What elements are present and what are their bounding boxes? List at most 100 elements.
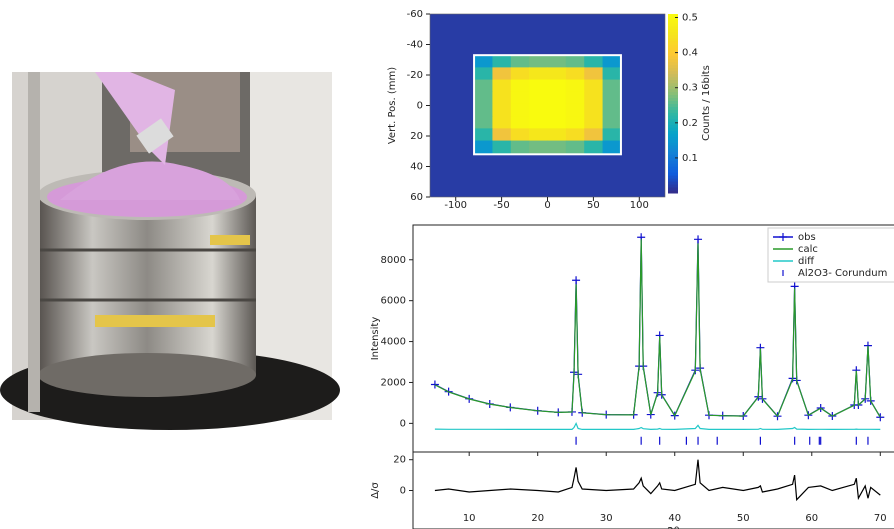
y-axis-label: Intensity xyxy=(370,317,381,361)
colorbar-segment xyxy=(668,142,678,146)
colorbar-segment xyxy=(668,190,678,194)
colorbar-segment xyxy=(668,148,678,152)
heatmap-cell xyxy=(584,116,604,129)
x-tick-label: 0 xyxy=(544,200,550,211)
colorbar-tick-label: 0.2 xyxy=(682,118,698,129)
colorbar-segment xyxy=(668,130,678,134)
heatmap-cell xyxy=(510,91,530,105)
colorbar-segment xyxy=(668,31,678,36)
colorbar-segment xyxy=(668,121,678,125)
colorbar-segment xyxy=(668,22,678,27)
legend-label: obs xyxy=(798,232,816,243)
colorbar-segment xyxy=(668,136,678,140)
x-tick-label: 50 xyxy=(587,200,600,211)
colorbar-segment xyxy=(668,76,678,81)
colorbar-segment xyxy=(668,94,678,99)
y-tick-label: 8000 xyxy=(381,255,406,266)
heatmap-cell xyxy=(602,91,622,105)
colorbar-segment xyxy=(668,97,678,102)
colorbar-segment xyxy=(668,118,678,122)
heatmap-cell xyxy=(584,128,604,142)
x-tick-label: 50 xyxy=(737,513,750,524)
heatmap-cell xyxy=(584,67,604,81)
heatmap-cell xyxy=(584,103,604,117)
colorbar-segment xyxy=(668,172,678,176)
colorbar-segment xyxy=(668,145,678,149)
colorbar-tick-label: 0.3 xyxy=(682,83,698,94)
heatmap-cell xyxy=(474,128,493,142)
colorbar-segment xyxy=(668,64,678,69)
colorbar-segment xyxy=(668,67,678,72)
point-marker xyxy=(694,235,703,244)
legend-label: diff xyxy=(798,256,815,267)
colorbar-segment xyxy=(668,103,678,107)
colorbar-segment xyxy=(668,34,678,39)
region-box xyxy=(473,54,622,156)
heatmap-cell xyxy=(584,55,604,68)
colorbar-segment xyxy=(668,40,678,45)
colorbar-segment xyxy=(668,16,678,21)
y-tick-label: 20 xyxy=(410,131,423,142)
heatmap-cell xyxy=(529,67,548,81)
y-tick-label: 6000 xyxy=(381,296,406,307)
heatmap-cell xyxy=(547,79,567,93)
colorbar-segment xyxy=(668,82,678,87)
x-tick-label: 30 xyxy=(600,513,613,524)
y-tick-label: 2000 xyxy=(381,377,406,388)
y-tick-label: 20 xyxy=(393,455,406,466)
heatmap-cell xyxy=(565,116,585,129)
colorbar-segment xyxy=(668,100,678,104)
colorbar-segment xyxy=(668,25,678,30)
colorbar-tick-label: 0.5 xyxy=(682,13,698,24)
colorbar-segment xyxy=(668,14,678,18)
heatmap-cell xyxy=(602,116,622,129)
legend-label: calc xyxy=(798,244,818,255)
y-tick-label: -60 xyxy=(407,9,423,20)
heatmap-cell xyxy=(474,79,493,93)
x-axis-label: 2θ xyxy=(667,526,679,529)
colorbar-segment xyxy=(668,166,678,170)
heatmap-cell xyxy=(492,79,512,93)
heatmap-cell xyxy=(547,55,567,68)
x-tick-label: 60 xyxy=(805,513,818,524)
heatmap-cell xyxy=(547,116,567,129)
heatmap-cell xyxy=(510,67,530,81)
y-tick-label: -40 xyxy=(407,40,423,51)
colorbar-tick-label: 0.1 xyxy=(682,153,698,164)
colorbar-segment xyxy=(668,70,678,75)
heatmap-cell xyxy=(565,103,585,117)
y-tick-label: 40 xyxy=(410,162,423,173)
heatmap-cell xyxy=(529,128,548,142)
colorbar-segment xyxy=(668,37,678,42)
colorbar-segment xyxy=(668,181,678,185)
y-axis-label: Vert. Pos. (mm) xyxy=(387,67,398,144)
heatmap-cell xyxy=(565,140,585,155)
colorbar-segment xyxy=(668,28,678,33)
colorbar-segment xyxy=(668,73,678,78)
colorbar-segment xyxy=(668,157,678,161)
heatmap-cell xyxy=(584,91,604,105)
y-tick-label: 60 xyxy=(410,192,423,203)
colorbar-segment xyxy=(668,112,678,116)
colorbar-segment xyxy=(668,88,678,93)
heatmap-cell xyxy=(602,140,622,155)
series-line xyxy=(434,459,881,502)
legend-marker xyxy=(779,233,787,241)
heatmap-cell xyxy=(547,140,567,155)
heatmap-cell xyxy=(474,140,493,155)
heatmap-cell xyxy=(492,140,512,155)
heatmap-cell xyxy=(565,55,585,68)
x-tick-label: 20 xyxy=(531,513,544,524)
legend-label: Al2O3- Corundum xyxy=(798,268,887,279)
heatmap-cell xyxy=(602,128,622,142)
series-line xyxy=(434,421,881,431)
colorbar-segment xyxy=(668,175,678,179)
x-tick-label: 70 xyxy=(874,513,887,524)
colorbar-segment xyxy=(668,19,678,24)
y-axis-label: Δ/σ xyxy=(370,482,381,499)
y-tick-label: -20 xyxy=(407,70,423,81)
y-tick-label: 0 xyxy=(400,486,406,497)
x-tick-label: 10 xyxy=(463,513,476,524)
heatmap-cell xyxy=(529,140,548,155)
